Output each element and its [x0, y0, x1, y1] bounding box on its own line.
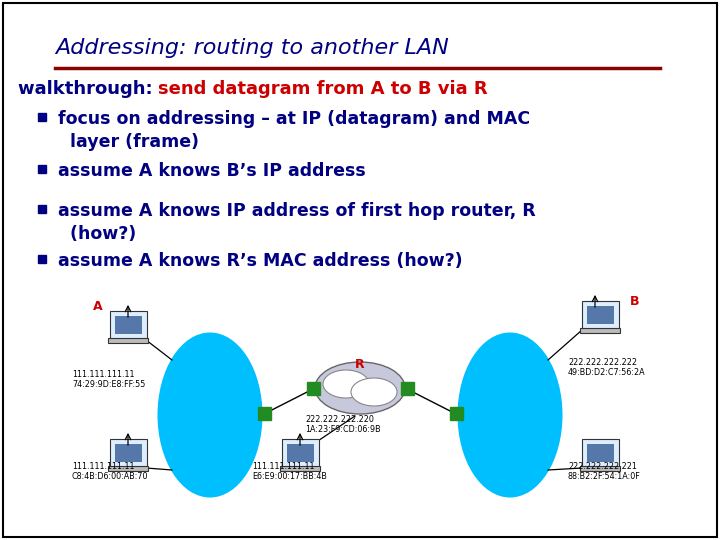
FancyBboxPatch shape — [582, 439, 619, 467]
Text: walkthrough:: walkthrough: — [18, 80, 159, 98]
Bar — [450, 407, 463, 420]
FancyBboxPatch shape — [280, 466, 320, 471]
Text: focus on addressing – at IP (datagram) and MAC: focus on addressing – at IP (datagram) a… — [58, 110, 530, 128]
Text: (how?): (how?) — [58, 225, 136, 243]
Bar — [307, 382, 320, 395]
FancyBboxPatch shape — [110, 311, 147, 339]
FancyBboxPatch shape — [115, 316, 142, 334]
FancyBboxPatch shape — [287, 444, 314, 462]
FancyBboxPatch shape — [580, 466, 620, 471]
FancyBboxPatch shape — [110, 439, 147, 467]
Text: 74:29:9D:E8:FF:55: 74:29:9D:E8:FF:55 — [72, 380, 145, 389]
Bar — [38, 205, 46, 213]
FancyBboxPatch shape — [115, 444, 142, 462]
Bar — [258, 407, 271, 420]
FancyBboxPatch shape — [108, 466, 148, 471]
Text: assume A knows B’s IP address: assume A knows B’s IP address — [58, 162, 366, 180]
Ellipse shape — [158, 333, 263, 497]
Ellipse shape — [323, 370, 369, 398]
Text: 222.222.222.222: 222.222.222.222 — [568, 358, 637, 367]
Bar — [38, 255, 46, 263]
FancyBboxPatch shape — [582, 301, 619, 329]
Text: assume A knows R’s MAC address (how?): assume A knows R’s MAC address (how?) — [58, 252, 463, 270]
FancyBboxPatch shape — [587, 306, 614, 324]
Ellipse shape — [315, 362, 405, 414]
Text: B: B — [630, 295, 640, 308]
Text: 111.111.111.11: 111.111.111.11 — [72, 462, 135, 471]
Text: C8:4B:D6:00:AB:70: C8:4B:D6:00:AB:70 — [72, 472, 148, 481]
Text: 111.111.111.11: 111.111.111.11 — [72, 370, 135, 379]
Bar — [38, 113, 46, 121]
FancyBboxPatch shape — [108, 338, 148, 343]
Bar — [38, 165, 46, 173]
Text: 1A:23:F9:CD:06:9B: 1A:23:F9:CD:06:9B — [305, 425, 381, 434]
Text: assume A knows IP address of first hop router, R: assume A knows IP address of first hop r… — [58, 202, 536, 220]
Text: 49:BD:D2:C7:56:2A: 49:BD:D2:C7:56:2A — [568, 368, 646, 377]
Text: A: A — [93, 300, 103, 313]
Bar — [401, 382, 414, 395]
Text: send datagram from A to B via R: send datagram from A to B via R — [158, 80, 487, 98]
Text: R: R — [355, 358, 365, 371]
Ellipse shape — [351, 378, 397, 406]
Text: 111.111.111.11: 111.111.111.11 — [252, 462, 315, 471]
Text: layer (frame): layer (frame) — [58, 133, 199, 151]
Text: E6:E9:00:17:BB:4B: E6:E9:00:17:BB:4B — [252, 472, 327, 481]
FancyBboxPatch shape — [587, 444, 614, 462]
Text: Addressing: routing to another LAN: Addressing: routing to another LAN — [55, 38, 449, 58]
FancyBboxPatch shape — [580, 328, 620, 333]
Text: 222.222.222.220: 222.222.222.220 — [305, 415, 374, 424]
Text: 88:B2:2F:54:1A:0F: 88:B2:2F:54:1A:0F — [568, 472, 641, 481]
Ellipse shape — [457, 333, 562, 497]
Text: 222.222.222.221: 222.222.222.221 — [568, 462, 637, 471]
FancyBboxPatch shape — [282, 439, 319, 467]
